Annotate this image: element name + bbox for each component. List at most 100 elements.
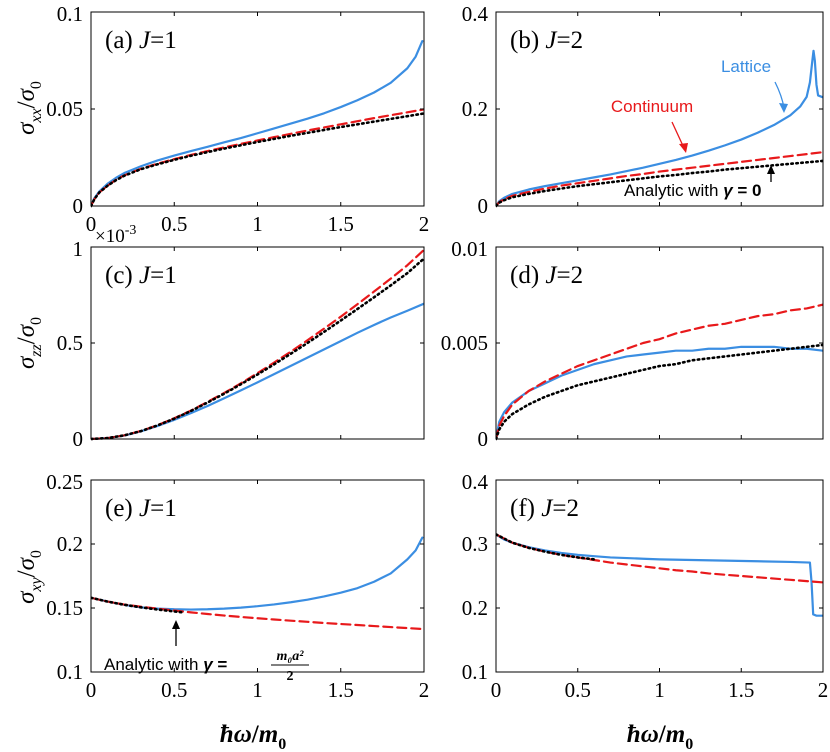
ylabel-sub0: 0 bbox=[28, 81, 45, 89]
panel-j-symbol: J bbox=[139, 495, 152, 522]
annotation-gamma: γ bbox=[203, 655, 214, 674]
annotation-analytic-frac: Analytic with γ = bbox=[104, 655, 227, 674]
x-tick-label: 1.5 bbox=[728, 678, 754, 702]
ylabel-sub0: 0 bbox=[28, 550, 45, 558]
ylabel-sigma: σ bbox=[13, 121, 40, 135]
x-tick-label: 2 bbox=[419, 212, 430, 236]
series-lattice-line bbox=[91, 302, 424, 441]
y-tick-label: 0.4 bbox=[462, 470, 489, 494]
panel-j-symbol: J bbox=[139, 262, 152, 289]
x-tick-label: 2 bbox=[419, 678, 430, 702]
panel-j-symbol: J bbox=[139, 27, 152, 54]
panel-b: 0 0.2 0.4 (b) J=2 bbox=[462, 2, 824, 218]
ylabel-sigma0: σ bbox=[13, 556, 40, 570]
ylabel-sub: zz bbox=[28, 343, 45, 357]
y-tick-label: 0.5 bbox=[57, 331, 83, 355]
panel-a: 0 0.5 1 1.5 2 0 0.05 0.1 (a) J=1 bbox=[46, 2, 429, 236]
series-analytic-line bbox=[91, 112, 424, 208]
series-analytic-line bbox=[496, 343, 823, 441]
series-lattice-line bbox=[496, 345, 823, 441]
panel-id: (f) bbox=[510, 495, 541, 522]
y-tick-label: 0 bbox=[73, 427, 84, 451]
ylabel-sigma: σ bbox=[13, 355, 40, 369]
series-continuum-line bbox=[496, 533, 823, 584]
annotation-frac-num: m₀a² bbox=[277, 649, 305, 664]
series-continuum-line bbox=[91, 596, 424, 631]
panel-j-value: =1 bbox=[150, 27, 177, 54]
exponent-label: ×10-3 bbox=[95, 223, 136, 247]
series-lattice-line bbox=[91, 40, 424, 208]
panel-j-value: =2 bbox=[557, 27, 584, 54]
x-tick-label: 1 bbox=[252, 678, 263, 702]
xlabel-m: m bbox=[666, 721, 685, 748]
panel-j-value: =2 bbox=[552, 495, 579, 522]
series-analytic-line bbox=[91, 596, 184, 614]
xlabel-slash: / bbox=[251, 721, 260, 748]
x-tick-label: 0 bbox=[86, 212, 97, 236]
x-tick-label: 0.5 bbox=[161, 678, 187, 702]
x-tick-label: 1.5 bbox=[328, 678, 354, 702]
ylabel-row1: σxx/σ0 bbox=[13, 81, 45, 135]
ylabel-slash: / bbox=[13, 337, 40, 344]
y-tick-label: 0.01 bbox=[451, 237, 488, 261]
xlabel-sub: 0 bbox=[278, 736, 286, 752]
panel-id: (b) bbox=[510, 27, 545, 54]
panel-label: (e) J=1 bbox=[105, 495, 177, 522]
annotation-lattice: Lattice bbox=[721, 57, 771, 76]
xlabel-hbar: ħ bbox=[220, 721, 234, 748]
xlabel-left: ħω/m0 bbox=[220, 721, 286, 752]
y-tick-label: 0.005 bbox=[441, 331, 488, 355]
ylabel-row3: σxy/σ0 bbox=[13, 550, 45, 604]
arrow-analytic-frac-head bbox=[172, 620, 180, 629]
y-tick-label: 0.1 bbox=[462, 660, 488, 684]
y-tick-label: 0 bbox=[73, 194, 84, 218]
annotation-analytic-zero-prefix: Analytic with bbox=[624, 181, 723, 200]
arrow-lattice-head bbox=[779, 103, 788, 113]
panel-id: (a) bbox=[105, 27, 139, 54]
ylabel-slash: / bbox=[13, 101, 40, 108]
y-tick-label: 0.25 bbox=[46, 470, 83, 494]
series-lattice-line bbox=[91, 536, 424, 611]
annotation-analytic-zero: Analytic with γ = 0 bbox=[624, 181, 762, 200]
x-tick-label: 0.5 bbox=[161, 212, 187, 236]
panel-e: 0 0.5 1 1.5 2 0.1 0.15 0.2 0.25 (e) J=1 bbox=[46, 470, 429, 702]
xlabel-omega: ω bbox=[234, 721, 252, 748]
panel-label: (b) J=2 bbox=[510, 27, 583, 54]
xlabel-m: m bbox=[259, 721, 278, 748]
exponent-base: ×10 bbox=[95, 226, 125, 247]
svg-text:σxx/σ0: σxx/σ0 bbox=[13, 81, 45, 135]
arrow-analytic-zero-head bbox=[767, 165, 775, 174]
y-tick-label: 1 bbox=[73, 237, 84, 261]
series-analytic-line bbox=[496, 159, 823, 208]
panel-j-symbol: J bbox=[541, 495, 554, 522]
xlabel-hbar: ħ bbox=[627, 721, 641, 748]
panel-label: (c) J=1 bbox=[105, 262, 177, 289]
panels: 0 0.5 1 1.5 200.050.1(a) J=100.20.4(b) J=200… bbox=[46, 2, 828, 702]
ylabel-sub0: 0 bbox=[28, 317, 45, 325]
series-lattice-line bbox=[496, 533, 823, 617]
y-tick-label: 0.2 bbox=[462, 97, 488, 121]
series-continuum-line bbox=[496, 303, 823, 441]
annotation-analytic-frac-prefix: Analytic with bbox=[104, 655, 203, 674]
x-tick-label: 0 bbox=[491, 678, 502, 702]
panel-label: (d) J=2 bbox=[510, 262, 583, 289]
series-analytic-line bbox=[91, 257, 424, 441]
y-tick-label: 0.1 bbox=[57, 660, 83, 684]
y-tick-label: 0.2 bbox=[57, 532, 83, 556]
xlabel-right: ħω/m0 bbox=[627, 721, 693, 752]
y-tick-label: 0.05 bbox=[46, 97, 83, 121]
y-tick-label: 0.1 bbox=[57, 2, 83, 26]
ylabel-slash: / bbox=[13, 570, 40, 577]
x-tick-label: 0.5 bbox=[565, 678, 591, 702]
ylabel-sigma0: σ bbox=[13, 87, 40, 101]
series-analytic-line bbox=[496, 533, 596, 561]
series-continuum-line bbox=[496, 151, 823, 208]
x-tick-label: 1 bbox=[654, 678, 665, 702]
panel-j-symbol: J bbox=[545, 27, 558, 54]
panel-id: (d) bbox=[510, 262, 545, 289]
ylabel-sub: xx bbox=[28, 108, 45, 123]
x-tick-label: 1 bbox=[252, 212, 263, 236]
panel-id: (e) bbox=[105, 495, 139, 522]
x-tick-label: 0 bbox=[86, 678, 97, 702]
panel-j-value: =2 bbox=[557, 262, 584, 289]
